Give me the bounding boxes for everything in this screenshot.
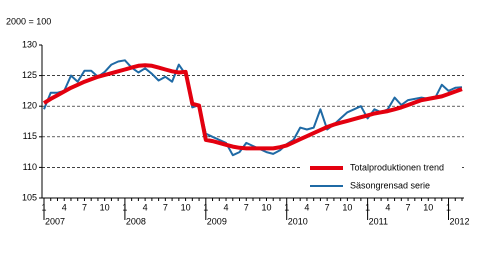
year-label: 2007 xyxy=(45,216,65,226)
x-tick-label: 7 xyxy=(325,202,330,212)
y-tick-label: 110 xyxy=(23,162,37,172)
x-tick-label: 1 xyxy=(284,202,289,212)
y-axis-unit: 2000 = 100 xyxy=(6,16,51,26)
x-tick-label: 4 xyxy=(304,202,309,212)
x-tick-label: 10 xyxy=(261,202,271,212)
x-tick-label: 1 xyxy=(365,202,370,212)
x-tick-label: 10 xyxy=(100,202,110,212)
x-tick-label: 4 xyxy=(143,202,148,212)
x-tick-label: 10 xyxy=(181,202,191,212)
x-tick-label: 4 xyxy=(224,202,229,212)
y-tick-label: 130 xyxy=(22,39,37,49)
x-tick-label: 10 xyxy=(342,202,352,212)
y-tick-label: 125 xyxy=(22,70,37,80)
x-tick-label: 1 xyxy=(122,202,127,212)
legend-label: Totalproduktionen trend xyxy=(350,162,444,172)
series-line xyxy=(43,59,463,157)
x-tick-label: 4 xyxy=(385,202,390,212)
x-tick-label: 7 xyxy=(82,202,87,212)
x-tick-label: 7 xyxy=(244,202,249,212)
x-tick-label: 10 xyxy=(423,202,433,212)
year-label: 2009 xyxy=(207,216,227,226)
x-tick-label: 1 xyxy=(41,202,46,212)
y-tick-label: 120 xyxy=(22,101,37,111)
y-tick-label: 115 xyxy=(23,131,37,141)
x-tick-label: 7 xyxy=(406,202,411,212)
x-tick-label: 1 xyxy=(203,202,208,212)
year-label: 2010 xyxy=(288,216,308,226)
y-tick-label: 105 xyxy=(22,192,37,202)
x-tick-label: 7 xyxy=(163,202,168,212)
legend-label: Säsongrensad serie xyxy=(350,180,430,190)
series-line xyxy=(42,63,463,151)
year-label: 2012 xyxy=(450,216,470,226)
legend-box xyxy=(300,156,462,196)
x-tick-label: 1 xyxy=(446,202,451,212)
x-tick-label: 4 xyxy=(62,202,67,212)
year-label: 2011 xyxy=(369,216,388,226)
year-label: 2008 xyxy=(126,216,146,226)
